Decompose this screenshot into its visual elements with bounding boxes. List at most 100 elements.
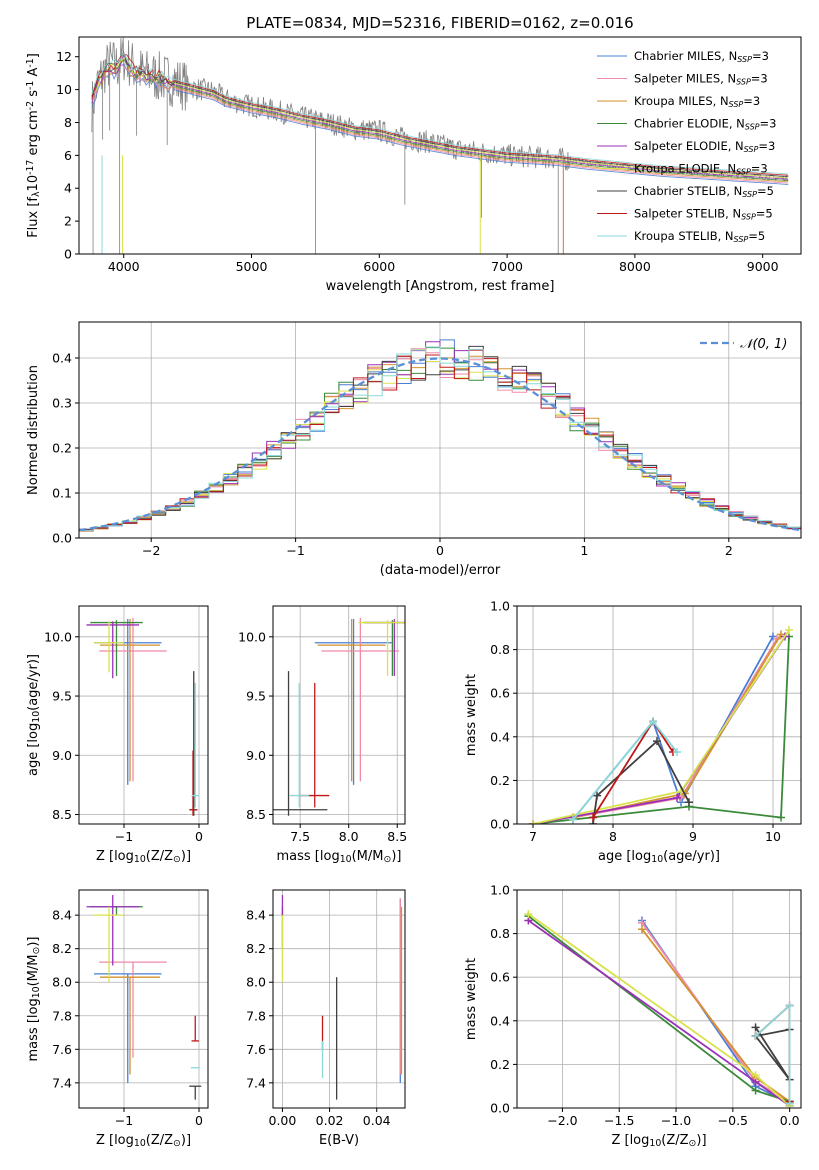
- legend-label: Kroupa MILES, NSSP=3: [634, 94, 760, 109]
- histogram-steps: [79, 345, 801, 530]
- plus-marker: [751, 1032, 760, 1041]
- model-spectrum-line: [91, 58, 789, 183]
- x-axis-label: Z [log10(Z/Z⊙)]: [96, 1133, 191, 1149]
- mass-weight-vs-age-marks: [529, 625, 793, 824]
- y-tick-label: 6: [64, 148, 72, 163]
- axes-frame: [78, 36, 802, 255]
- y-tick-label: 0.4: [490, 1013, 510, 1028]
- y-tick-label: 0.2: [490, 1057, 510, 1072]
- y-tick-label: 0.4: [490, 729, 510, 744]
- x-tick-label: 0.04: [363, 1113, 391, 1128]
- y-axis-label: mass [log10(M/M⊙)]: [26, 937, 42, 1062]
- plus-marker: [589, 813, 597, 822]
- model-spectrum-line: [91, 50, 789, 178]
- y-tick-label: 0.6: [490, 970, 510, 985]
- histogram-steps: [79, 346, 801, 531]
- plus-marker: [673, 793, 681, 802]
- x-axis-label: (data-model)/error: [380, 563, 501, 578]
- y-tick-label: 7.4: [52, 1075, 72, 1090]
- plus-marker: [593, 791, 601, 800]
- age-vs-z-panel: −1 0 8.5 9.0 9.5 10.0 Z [log10(Z/Z⊙)] age [log1…: [26, 605, 209, 865]
- y-axis-label: mass weight: [464, 958, 479, 1040]
- x-tick-label: −1: [115, 829, 133, 844]
- plus-marker: [785, 1099, 794, 1108]
- y-tick-label: 1.0: [490, 599, 510, 614]
- y-tick-label: 2: [64, 214, 72, 229]
- x-tick-label: 8.0: [339, 829, 359, 844]
- y-tick-label: 9.0: [246, 748, 266, 763]
- plus-marker: [529, 820, 537, 824]
- x-tick-label: 0.02: [316, 1113, 344, 1128]
- residuals-panel: −2 −1 0 1 2 0.0 0.1 0.2 0.3 0.4 (data-model)/error…: [26, 321, 802, 578]
- y-tick-label: 10.0: [238, 629, 266, 644]
- legend-label: Chabrier STELIB, NSSP=5: [634, 184, 774, 199]
- spectrum-legend: Chabrier MILES, NSSP=3 Salpeter MILES, NS…: [597, 49, 776, 244]
- axes-frame: [272, 889, 406, 1109]
- x-axis-label: wavelength [Angstrom, rest frame]: [326, 279, 555, 294]
- x-axis-label: age [log10(age/yr)]: [598, 849, 720, 865]
- plus-marker: [649, 717, 657, 726]
- legend-label: Kroupa STELIB, NSSP=5: [634, 229, 765, 244]
- x-tick-label: 6000: [363, 259, 395, 274]
- plus-marker: [569, 815, 577, 824]
- y-tick-label: 8.4: [246, 908, 266, 923]
- x-tick-label: 7: [529, 829, 537, 844]
- y-tick-label: 8.4: [52, 908, 72, 923]
- y-tick-label: 12: [56, 49, 72, 64]
- x-tick-label: 5000: [236, 259, 268, 274]
- x-tick-label: −1.0: [661, 1113, 691, 1128]
- y-tick-label: 8.0: [246, 975, 266, 990]
- y-tick-label: 0.8: [490, 642, 510, 657]
- x-axis-label: Z [log10(Z/Z⊙)]: [96, 849, 191, 865]
- x-tick-label: 7.5: [290, 829, 310, 844]
- y-tick-label: 0.2: [490, 773, 510, 788]
- plus-marker: [751, 1023, 760, 1032]
- y-axis-label: mass weight: [464, 674, 479, 756]
- chart-panels: 4000 5000 6000 7000 8000 9000024681012wavelen…: [25, 36, 802, 1149]
- mass-weight-line: [592, 739, 690, 824]
- model-spectrum-line: [91, 57, 789, 179]
- x-axis-label: Z [log10(Z/Z⊙)]: [611, 1133, 706, 1149]
- x-tick-label: 9000: [747, 259, 779, 274]
- axes-frame: [78, 605, 209, 825]
- y-tick-label: 0.6: [490, 686, 510, 701]
- plus-marker: [785, 625, 793, 634]
- axes-frame: [78, 889, 209, 1109]
- x-tick-label: 4000: [108, 259, 140, 274]
- mass-vs-z-marks: [86, 895, 202, 1100]
- axes-frame: [516, 605, 802, 825]
- model-spectrum-line: [91, 63, 789, 185]
- figure-title: PLATE=0834, MJD=52316, FIBERID=0162, z=0…: [246, 14, 633, 32]
- y-tick-label: 10: [56, 82, 72, 97]
- residuals-marks: [79, 339, 801, 532]
- plus-marker: [751, 1071, 760, 1080]
- x-tick-label: 0: [436, 543, 444, 558]
- x-tick-label: 0: [195, 1113, 203, 1128]
- age-vs-mass-marks: [273, 617, 405, 816]
- plus-marker: [777, 813, 785, 822]
- plus-marker: [751, 1086, 760, 1095]
- legend-label: Chabrier ELODIE, NSSP=3: [634, 117, 776, 132]
- y-tick-label: 0.0: [490, 1101, 510, 1116]
- x-tick-label: 0.00: [269, 1113, 297, 1128]
- mass-weight-line: [532, 636, 790, 824]
- y-tick-label: 0.2: [52, 441, 72, 456]
- age-vs-mass-panel: 7.5 8.0 8.5 8.5 9.0 9.5 10.0 mass [log10(M/M⊙)]: [238, 605, 407, 865]
- y-tick-label: 0.0: [490, 817, 510, 832]
- axes-frame: [272, 605, 406, 825]
- x-tick-label: 8.5: [387, 829, 407, 844]
- x-tick-label: −2: [142, 543, 160, 558]
- x-tick-label: 8000: [619, 259, 651, 274]
- y-tick-label: 9.5: [52, 689, 72, 704]
- y-tick-label: 0.3: [52, 396, 72, 411]
- y-tick-label: 8.2: [52, 941, 72, 956]
- y-tick-label: 7.6: [246, 1042, 266, 1057]
- y-tick-label: 0.4: [52, 351, 72, 366]
- mass-vs-ebv-marks: [281, 895, 403, 1100]
- x-tick-label: −0.5: [718, 1113, 748, 1128]
- legend-label: Chabrier MILES, NSSP=3: [634, 49, 769, 64]
- y-tick-label: 0.8: [490, 926, 510, 941]
- y-axis-label: Normed distribution: [26, 365, 41, 495]
- y-axis-label: age [log10(age/yr)]: [26, 654, 42, 776]
- axes-frame: [78, 321, 802, 539]
